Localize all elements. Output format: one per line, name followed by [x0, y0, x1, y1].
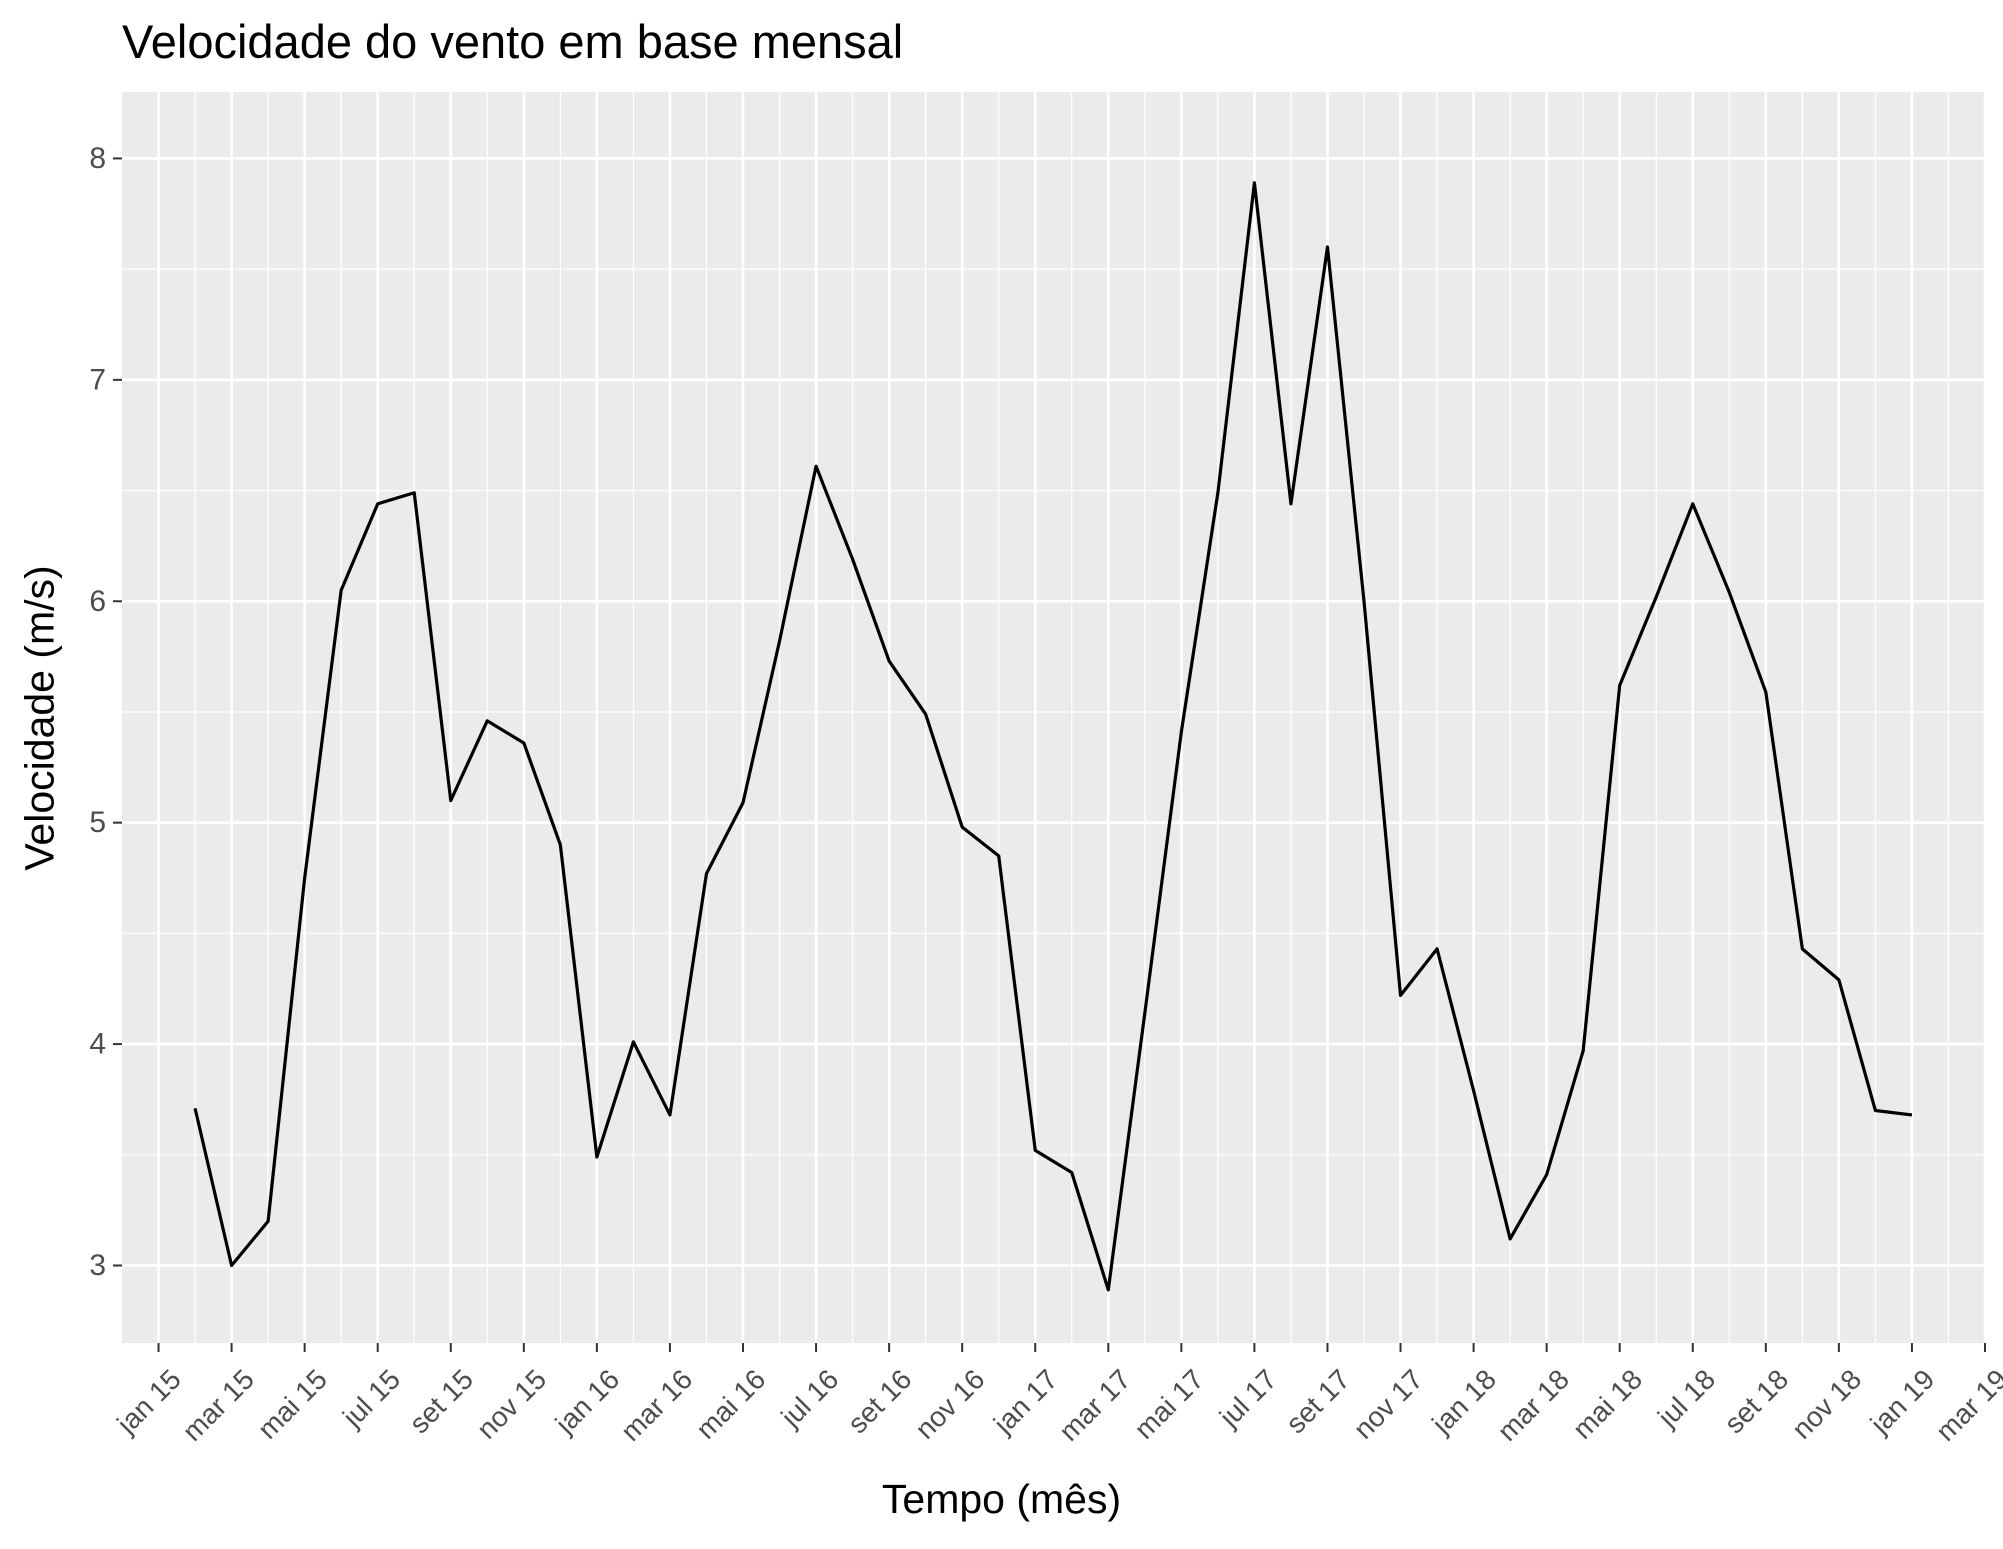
y-tick-label: 8 — [89, 142, 106, 175]
x-tick-label: mar 18 — [1491, 1363, 1575, 1447]
major-gridlines — [122, 92, 1987, 1343]
x-tick-label: mar 19 — [1930, 1363, 2003, 1447]
x-axis-title: Tempo (mês) — [881, 1476, 1122, 1522]
x-tick-label: jul 17 — [1213, 1363, 1283, 1433]
x-tick-label: nov 16 — [909, 1363, 990, 1444]
x-tick-label: nov 17 — [1348, 1363, 1429, 1444]
plot-panel — [122, 92, 1985, 1343]
x-tick-label: mai 17 — [1128, 1363, 1209, 1444]
chart-title: Velocidade do vento em base mensal — [122, 15, 904, 68]
y-tick-label: 6 — [89, 585, 106, 618]
y-tick-label: 4 — [89, 1028, 106, 1061]
x-tick-label: jan 15 — [110, 1363, 187, 1440]
x-tick-label: nov 15 — [471, 1363, 552, 1444]
x-tick-label: jul 16 — [774, 1363, 844, 1433]
x-tick-label: mai 15 — [252, 1363, 333, 1444]
x-tick-label: set 17 — [1280, 1363, 1356, 1439]
series-line — [193, 181, 1913, 1292]
x-tick-label: mar 16 — [615, 1363, 699, 1447]
x-tick-label: jul 18 — [1651, 1363, 1721, 1433]
y-tick-label: 3 — [89, 1249, 106, 1282]
x-tick-label: set 16 — [842, 1363, 918, 1439]
series-layer — [193, 181, 1913, 1292]
y-tick-label: 7 — [89, 363, 106, 396]
x-tick-label: set 18 — [1718, 1363, 1794, 1439]
x-tick-label: jan 17 — [987, 1363, 1064, 1440]
x-tick-label: jan 16 — [549, 1363, 626, 1440]
x-tick-label: mai 16 — [690, 1363, 771, 1444]
x-tick-label: mar 15 — [176, 1363, 260, 1447]
x-tick-label: nov 18 — [1786, 1363, 1867, 1444]
x-tick-label: set 15 — [403, 1363, 479, 1439]
y-tick-label: 5 — [89, 806, 106, 839]
x-tick-label: jan 18 — [1425, 1363, 1502, 1440]
x-tick-label: jul 15 — [336, 1363, 406, 1433]
x-tick-label: mai 18 — [1567, 1363, 1648, 1444]
minor-gridlines — [122, 92, 1985, 1343]
x-tick-label: jan 19 — [1864, 1363, 1941, 1440]
y-axis: 3 4 5 6 7 8 — [89, 142, 122, 1282]
x-tick-label: mar 17 — [1053, 1363, 1137, 1447]
